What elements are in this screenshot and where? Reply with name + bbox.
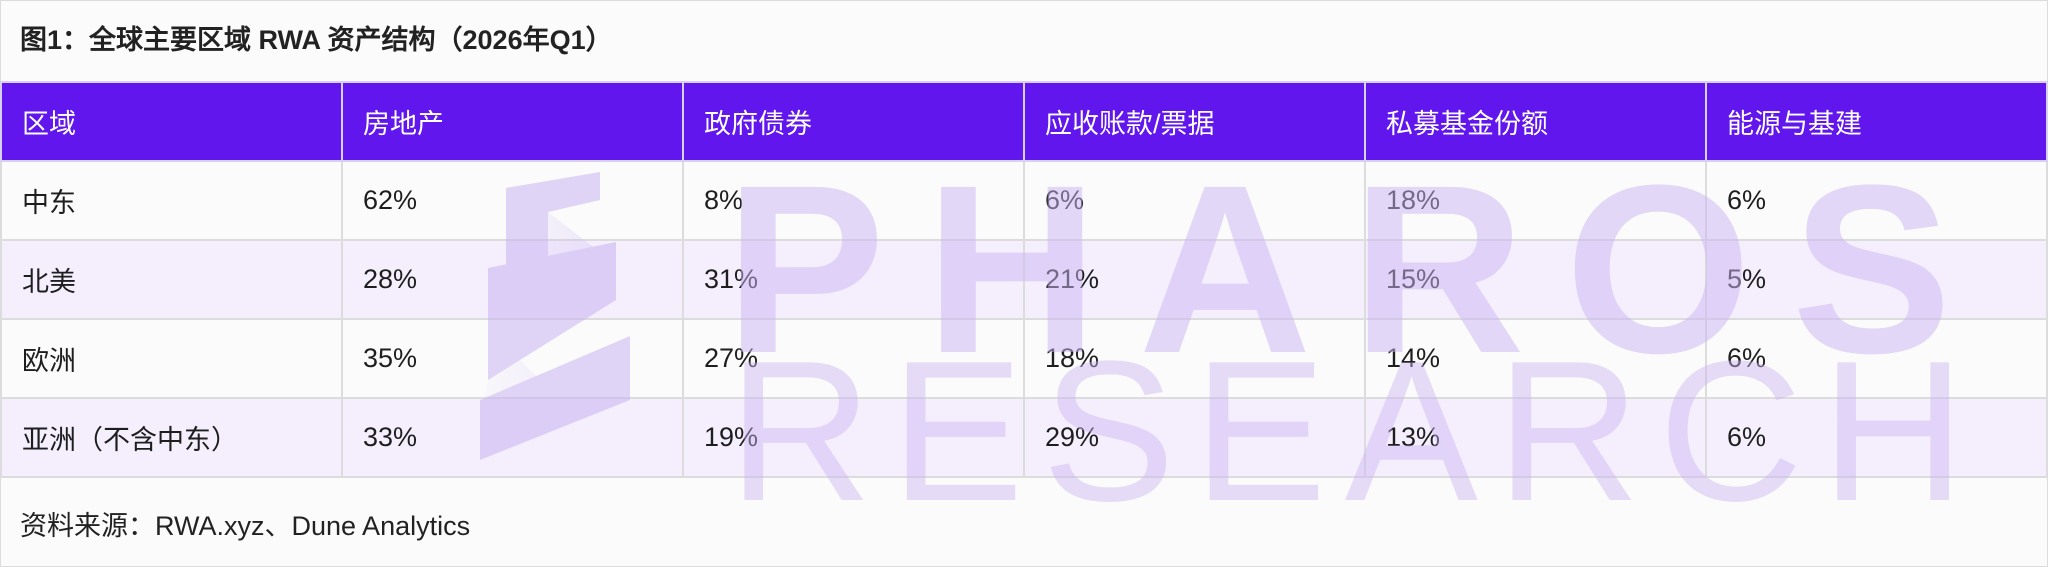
cell-receivables: 29% xyxy=(1023,397,1366,478)
rwa-asset-structure-table: 区域 房地产 政府债券 应收账款/票据 私募基金份额 能源与基建 中东 62% 8%… xyxy=(0,81,2048,478)
cell-real-estate: 62% xyxy=(341,160,684,241)
figure-title: 图1：全球主要区域 RWA 资产结构（2026年Q1） xyxy=(20,25,613,55)
cell-gov-bonds: 8% xyxy=(682,160,1025,241)
cell-private-funds: 13% xyxy=(1364,397,1707,478)
header-receivables: 应收账款/票据 xyxy=(1023,81,1366,162)
cell-energy-infra: 6% xyxy=(1705,397,2048,478)
cell-receivables: 6% xyxy=(1023,160,1366,241)
cell-real-estate: 35% xyxy=(341,318,684,399)
table-row: 北美 28% 31% 21% 15% 5% xyxy=(0,239,2048,320)
table-row: 中东 62% 8% 6% 18% 6% xyxy=(0,160,2048,241)
source-note: 资料来源：RWA.xyz、Dune Analytics xyxy=(20,511,471,541)
cell-energy-infra: 6% xyxy=(1705,318,2048,399)
cell-region: 北美 xyxy=(0,239,343,320)
cell-receivables: 18% xyxy=(1023,318,1366,399)
cell-gov-bonds: 31% xyxy=(682,239,1025,320)
header-row: 区域 房地产 政府债券 应收账款/票据 私募基金份额 能源与基建 xyxy=(0,81,2048,162)
cell-energy-infra: 5% xyxy=(1705,239,2048,320)
table-row: 欧洲 35% 27% 18% 14% 6% xyxy=(0,318,2048,399)
cell-region: 欧洲 xyxy=(0,318,343,399)
header-real-estate: 房地产 xyxy=(341,81,684,162)
header-region: 区域 xyxy=(0,81,343,162)
cell-gov-bonds: 19% xyxy=(682,397,1025,478)
cell-energy-infra: 6% xyxy=(1705,160,2048,241)
cell-private-funds: 15% xyxy=(1364,239,1707,320)
cell-real-estate: 33% xyxy=(341,397,684,478)
table-row: 亚洲（不含中东） 33% 19% 29% 13% 6% xyxy=(0,397,2048,478)
cell-gov-bonds: 27% xyxy=(682,318,1025,399)
cell-real-estate: 28% xyxy=(341,239,684,320)
cell-private-funds: 14% xyxy=(1364,318,1707,399)
header-energy-infra: 能源与基建 xyxy=(1705,81,2048,162)
cell-region: 中东 xyxy=(0,160,343,241)
header-private-funds: 私募基金份额 xyxy=(1364,81,1707,162)
cell-receivables: 21% xyxy=(1023,239,1366,320)
cell-region: 亚洲（不含中东） xyxy=(0,397,343,478)
cell-private-funds: 18% xyxy=(1364,160,1707,241)
header-gov-bonds: 政府债券 xyxy=(682,81,1025,162)
